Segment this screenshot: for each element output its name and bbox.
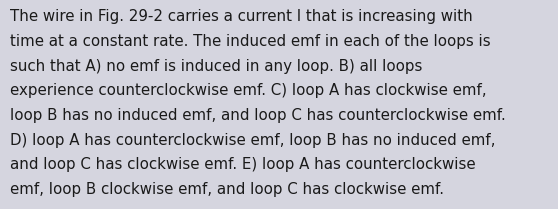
Text: experience counterclockwise emf. C) loop A has clockwise emf,: experience counterclockwise emf. C) loop…	[10, 83, 487, 98]
Text: loop B has no induced emf, and loop C has counterclockwise emf.: loop B has no induced emf, and loop C ha…	[10, 108, 506, 123]
Text: emf, loop B clockwise emf, and loop C has clockwise emf.: emf, loop B clockwise emf, and loop C ha…	[10, 182, 444, 197]
Text: The wire in Fig. 29-2 carries a current I that is increasing with: The wire in Fig. 29-2 carries a current …	[10, 9, 473, 24]
Text: time at a constant rate. The induced emf in each of the loops is: time at a constant rate. The induced emf…	[10, 34, 490, 49]
Text: and loop C has clockwise emf. E) loop A has counterclockwise: and loop C has clockwise emf. E) loop A …	[10, 157, 475, 172]
Text: D) loop A has counterclockwise emf, loop B has no induced emf,: D) loop A has counterclockwise emf, loop…	[10, 133, 496, 148]
Text: such that A) no emf is induced in any loop. B) all loops: such that A) no emf is induced in any lo…	[10, 59, 422, 74]
